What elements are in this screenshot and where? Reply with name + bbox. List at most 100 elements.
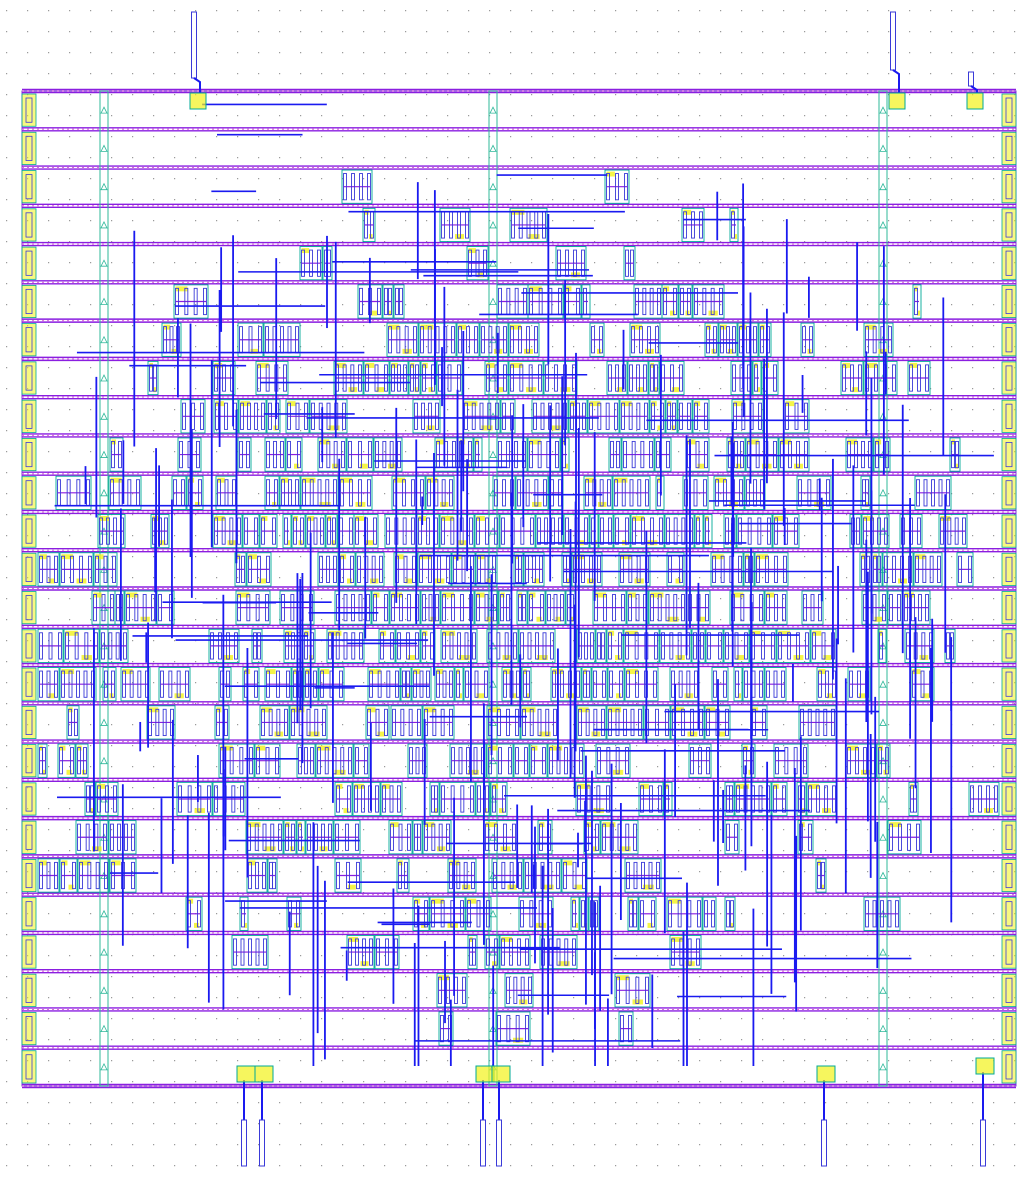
cell-diffusion [647, 922, 653, 928]
std-cell [518, 628, 556, 663]
cell-outline [389, 590, 421, 625]
cell-outline [724, 820, 740, 855]
cell-pin [104, 670, 108, 698]
cell-pin [287, 440, 291, 469]
cell-outline [724, 896, 736, 931]
cell-diffusion [90, 808, 93, 814]
std-cell [420, 628, 436, 663]
cell-pin [534, 326, 538, 354]
cell-diffusion [951, 439, 955, 445]
cell-pin [357, 555, 361, 583]
cell-pin [641, 517, 645, 545]
cell-pin [486, 364, 490, 392]
cell-pin [832, 785, 836, 813]
right-endcap-contact [1005, 250, 1013, 276]
cell-pin [803, 747, 807, 775]
cell-outline [77, 858, 110, 893]
std-cell [677, 399, 693, 434]
cell-outline [618, 552, 651, 587]
cell-pin [873, 555, 877, 583]
cell-outline [389, 360, 409, 396]
std-cell [37, 743, 48, 778]
tap-cell [100, 106, 108, 114]
cell-pin [542, 632, 547, 660]
cell-pin [403, 364, 407, 392]
std-cell [214, 705, 230, 740]
cell-pin [550, 632, 554, 660]
cell-pin [153, 364, 157, 392]
std-cell [816, 667, 838, 702]
cell-diffusion [708, 310, 718, 316]
cell-diffusion [626, 669, 639, 675]
cell-diffusion [571, 272, 580, 278]
cell-outline [508, 360, 544, 396]
cell-pin [665, 594, 670, 622]
cell-pin [79, 861, 83, 890]
cell-diffusion [519, 999, 528, 1005]
cell-pin [525, 861, 529, 890]
std-cell [374, 934, 400, 970]
cell-pin [415, 632, 419, 660]
cell-pin [842, 364, 846, 392]
cell-outline [849, 514, 862, 549]
cell-diffusion [447, 922, 458, 928]
std-cell [692, 399, 710, 434]
cell-pin [734, 823, 738, 851]
cell-pin [885, 747, 889, 775]
cell-outline [723, 514, 737, 549]
cell-pin [226, 670, 230, 698]
cell-pin [348, 440, 352, 469]
cell-pin [435, 326, 440, 354]
cell-pin [376, 938, 380, 966]
cell-diffusion [536, 922, 547, 928]
cell-pin [59, 747, 63, 775]
cell-outline [57, 743, 76, 778]
cell-outline [289, 705, 328, 740]
cell-pin [162, 708, 167, 737]
cell-pin [647, 326, 651, 354]
cell-pin [690, 708, 694, 737]
cell-pin [600, 517, 604, 545]
cell-pin [644, 402, 648, 430]
cell-outline [264, 667, 292, 702]
cell-outline [688, 743, 712, 778]
cell-pin [619, 670, 623, 698]
cell-pin [275, 747, 279, 775]
cell-pin [179, 440, 183, 469]
cell-pin [248, 938, 252, 966]
cell-pin [94, 823, 99, 851]
tap-cell [100, 259, 108, 267]
cell-pin [817, 861, 821, 890]
cell-pin [503, 364, 507, 392]
cell-pin [407, 823, 411, 851]
cell-outline [627, 896, 639, 931]
std-cell [185, 896, 203, 931]
cell-pin [366, 594, 370, 622]
cell-outline [598, 514, 614, 549]
cell-pin [794, 517, 798, 545]
left-endcap [21, 591, 37, 625]
cell-diffusion [431, 898, 444, 904]
cell-diffusion [715, 477, 726, 483]
cell-outline [595, 628, 607, 663]
cell-pin [369, 938, 373, 966]
cell-diffusion [320, 669, 330, 675]
cell-pin [863, 747, 867, 775]
std-cell [84, 781, 96, 817]
cell-outline [550, 667, 582, 702]
cell-pin [70, 747, 74, 775]
std-cell [484, 360, 509, 396]
cell-pin [384, 364, 388, 392]
cell-outline [93, 552, 118, 587]
tap-cell [879, 488, 887, 497]
cell-pin [287, 402, 291, 430]
cell-pin [898, 823, 902, 851]
std-cell [283, 628, 303, 663]
std-cell [659, 360, 685, 396]
cell-pin [231, 785, 236, 813]
cell-pin [872, 900, 877, 928]
right-endcap-contact [1005, 901, 1013, 927]
cell-diffusion [61, 554, 74, 560]
cell-pin [931, 479, 935, 507]
